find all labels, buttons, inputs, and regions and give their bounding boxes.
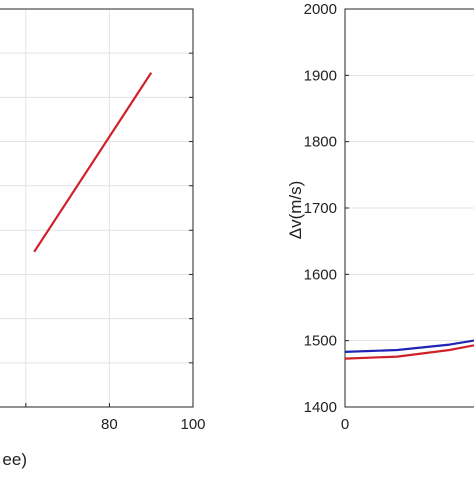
x-tick-label: 0 (341, 416, 349, 433)
x-axis-label: ee) (2, 450, 27, 469)
series-line-2 (344, 344, 474, 360)
y-tick-label: 1700 (304, 200, 337, 217)
x-tick-label: 80 (101, 416, 118, 433)
series-line-1 (344, 339, 474, 353)
y-tick-label: 1600 (304, 266, 337, 283)
y-tick-label: 2000 (304, 1, 337, 18)
chart-panel-2: 0201400150016001700180019002000Δv(m/s) (286, 1, 474, 433)
x-tick-label: 100 (180, 416, 205, 433)
y-axis-label: Δv(m/s) (286, 181, 305, 240)
y-tick-label: 1500 (304, 333, 337, 350)
axes-frame (0, 8, 194, 408)
y-tick-label: 1400 (304, 399, 337, 416)
y-tick-label: 1800 (304, 134, 337, 151)
chart-panel-1: 80 100 ee) (0, 8, 206, 469)
series-line-1 (33, 72, 153, 253)
y-tick-label: 1900 (304, 67, 337, 84)
